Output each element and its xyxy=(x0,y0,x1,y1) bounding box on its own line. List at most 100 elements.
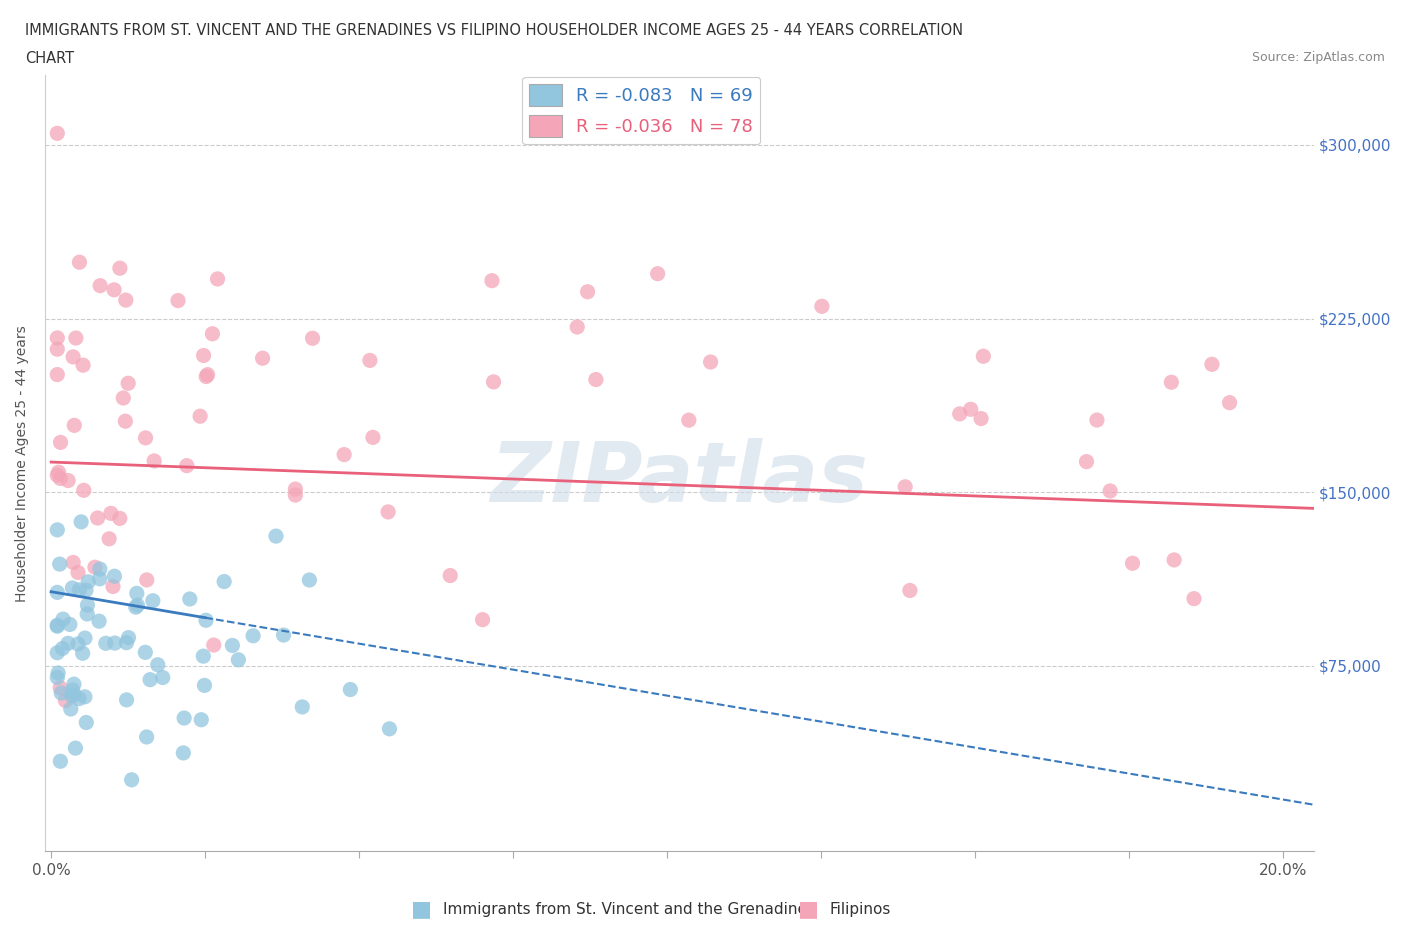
Point xyxy=(585,372,607,387)
Point xyxy=(114,293,136,308)
Point xyxy=(167,293,190,308)
Point xyxy=(117,631,139,645)
Point xyxy=(59,701,82,716)
Point xyxy=(135,573,157,588)
Point xyxy=(114,414,136,429)
Point xyxy=(139,672,162,687)
Point xyxy=(894,479,917,494)
Point xyxy=(72,358,94,373)
Point xyxy=(284,487,307,502)
Point xyxy=(46,666,69,681)
Point xyxy=(134,644,156,659)
Point xyxy=(103,283,125,298)
Point xyxy=(152,671,174,685)
Point xyxy=(1163,552,1185,567)
Point xyxy=(46,618,69,632)
Point xyxy=(63,677,86,692)
Point xyxy=(228,652,250,667)
Point xyxy=(197,367,219,382)
Point xyxy=(699,354,721,369)
Point xyxy=(193,649,215,664)
Point xyxy=(146,658,169,672)
Point xyxy=(69,255,91,270)
Point xyxy=(89,571,111,586)
Point xyxy=(273,628,295,643)
Point xyxy=(66,565,89,580)
Point xyxy=(1219,395,1241,410)
Point xyxy=(65,740,87,755)
Point xyxy=(576,285,599,299)
Point xyxy=(135,431,157,445)
Point xyxy=(284,482,307,497)
Point xyxy=(100,506,122,521)
Point xyxy=(46,618,69,633)
Point xyxy=(143,454,166,469)
Point xyxy=(104,635,127,650)
Point xyxy=(647,266,669,281)
Point xyxy=(439,568,461,583)
Point xyxy=(55,693,77,708)
Point xyxy=(73,689,96,704)
Point xyxy=(173,711,195,725)
Point xyxy=(51,641,73,656)
Point xyxy=(112,391,135,405)
Text: Filipinos: Filipinos xyxy=(830,902,891,917)
Point xyxy=(49,435,72,450)
Y-axis label: Householder Income Ages 25 - 44 years: Householder Income Ages 25 - 44 years xyxy=(15,325,30,602)
Point xyxy=(291,699,314,714)
Point xyxy=(193,348,215,363)
Point xyxy=(970,411,993,426)
Point xyxy=(87,614,110,629)
Point xyxy=(188,409,211,424)
Point xyxy=(264,528,287,543)
Point xyxy=(202,638,225,653)
Point xyxy=(142,593,165,608)
Point xyxy=(179,591,201,606)
Point xyxy=(56,636,79,651)
Point xyxy=(252,351,274,365)
Point xyxy=(73,483,96,498)
Point xyxy=(207,272,229,286)
Text: CHART: CHART xyxy=(25,51,75,66)
Point xyxy=(56,473,79,488)
Point xyxy=(46,126,69,140)
Point xyxy=(65,330,87,345)
Point xyxy=(193,678,215,693)
Point xyxy=(115,635,138,650)
Point xyxy=(212,574,235,589)
Point xyxy=(63,688,86,703)
Point xyxy=(1099,484,1122,498)
Point xyxy=(49,681,72,696)
Point xyxy=(62,350,84,365)
Point xyxy=(46,341,69,356)
Point xyxy=(949,406,972,421)
Point xyxy=(76,606,98,621)
Text: ZIPatlas: ZIPatlas xyxy=(491,438,869,519)
Point xyxy=(359,353,381,368)
Point xyxy=(103,569,125,584)
Text: Source: ZipAtlas.com: Source: ZipAtlas.com xyxy=(1251,51,1385,64)
Point xyxy=(135,729,157,744)
Point xyxy=(117,376,139,391)
Point xyxy=(190,712,212,727)
Point xyxy=(1085,413,1108,428)
Point xyxy=(242,629,264,644)
Point xyxy=(98,531,121,546)
Point xyxy=(108,260,131,275)
Point xyxy=(125,586,148,601)
Point xyxy=(195,613,218,628)
Point xyxy=(89,278,111,293)
Point xyxy=(84,560,107,575)
Point xyxy=(1160,375,1182,390)
Point xyxy=(52,612,75,627)
Point xyxy=(77,575,100,590)
Point xyxy=(63,418,86,432)
Point xyxy=(115,693,138,708)
Text: Immigrants from St. Vincent and the Grenadines: Immigrants from St. Vincent and the Gren… xyxy=(443,902,815,917)
Point xyxy=(94,636,117,651)
Point xyxy=(62,580,84,595)
Point xyxy=(75,715,97,730)
Point xyxy=(76,598,98,613)
Point xyxy=(72,645,94,660)
Point xyxy=(73,631,96,645)
